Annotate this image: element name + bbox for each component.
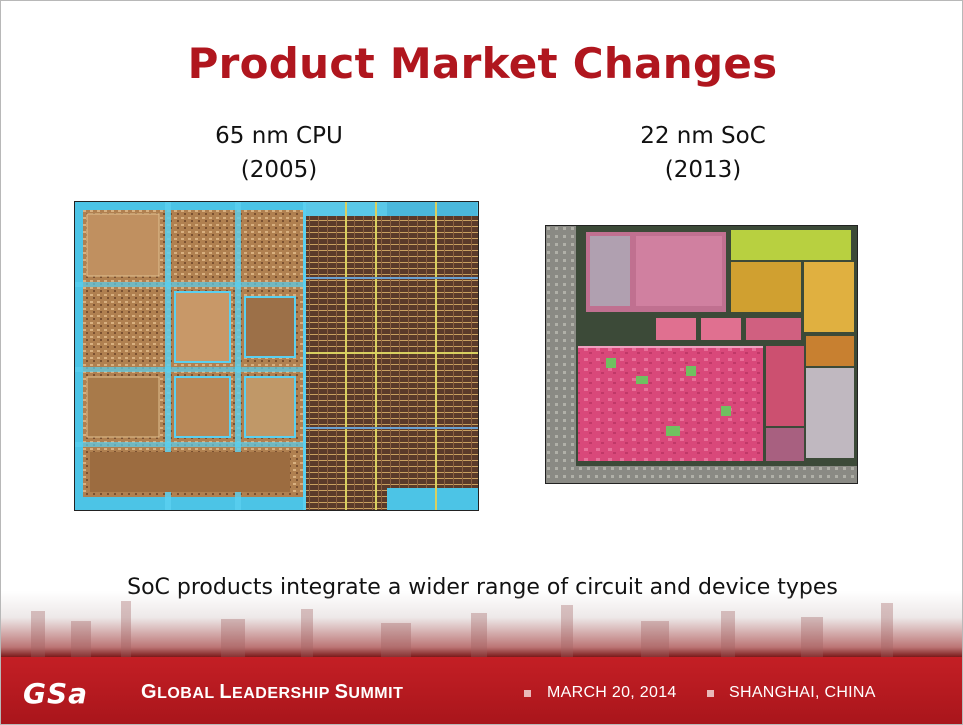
cpu-caption: 65 nm CPU (2005) (149, 119, 409, 187)
event-name-initial-l: L (219, 681, 233, 703)
footer-cityscape-image (1, 591, 962, 657)
slide-title: Product Market Changes (187, 39, 778, 88)
cpu-die-image (74, 201, 479, 511)
soc-caption-line1: 22 nm SoC (640, 123, 766, 149)
event-name-initial-s: S (334, 681, 349, 703)
soc-caption-line2: (2013) (664, 157, 742, 183)
event-name-initial-g: G (141, 681, 158, 703)
soc-caption: 22 nm SoC (2013) (573, 119, 833, 187)
footer-bar: GSa GLOBAL LEADERSHIP SUMMIT MARCH 20, 2… (1, 657, 962, 724)
event-name-part-2: EADERSHIP (232, 685, 335, 702)
event-name-part-1: LOBAL (157, 685, 220, 702)
event-name: GLOBAL LEADERSHIP SUMMIT (141, 681, 403, 704)
event-name-part-3: UMMIT (348, 685, 404, 702)
gsa-logo: GSa (23, 677, 89, 710)
separator-square-icon (524, 690, 531, 697)
cpu-caption-line1: 65 nm CPU (215, 123, 343, 149)
soc-die-image (545, 225, 858, 484)
event-location: SHANGHAI, CHINA (729, 684, 876, 701)
event-date: MARCH 20, 2014 (547, 684, 677, 701)
cpu-caption-line2: (2005) (240, 157, 318, 183)
separator-square-icon (707, 690, 714, 697)
